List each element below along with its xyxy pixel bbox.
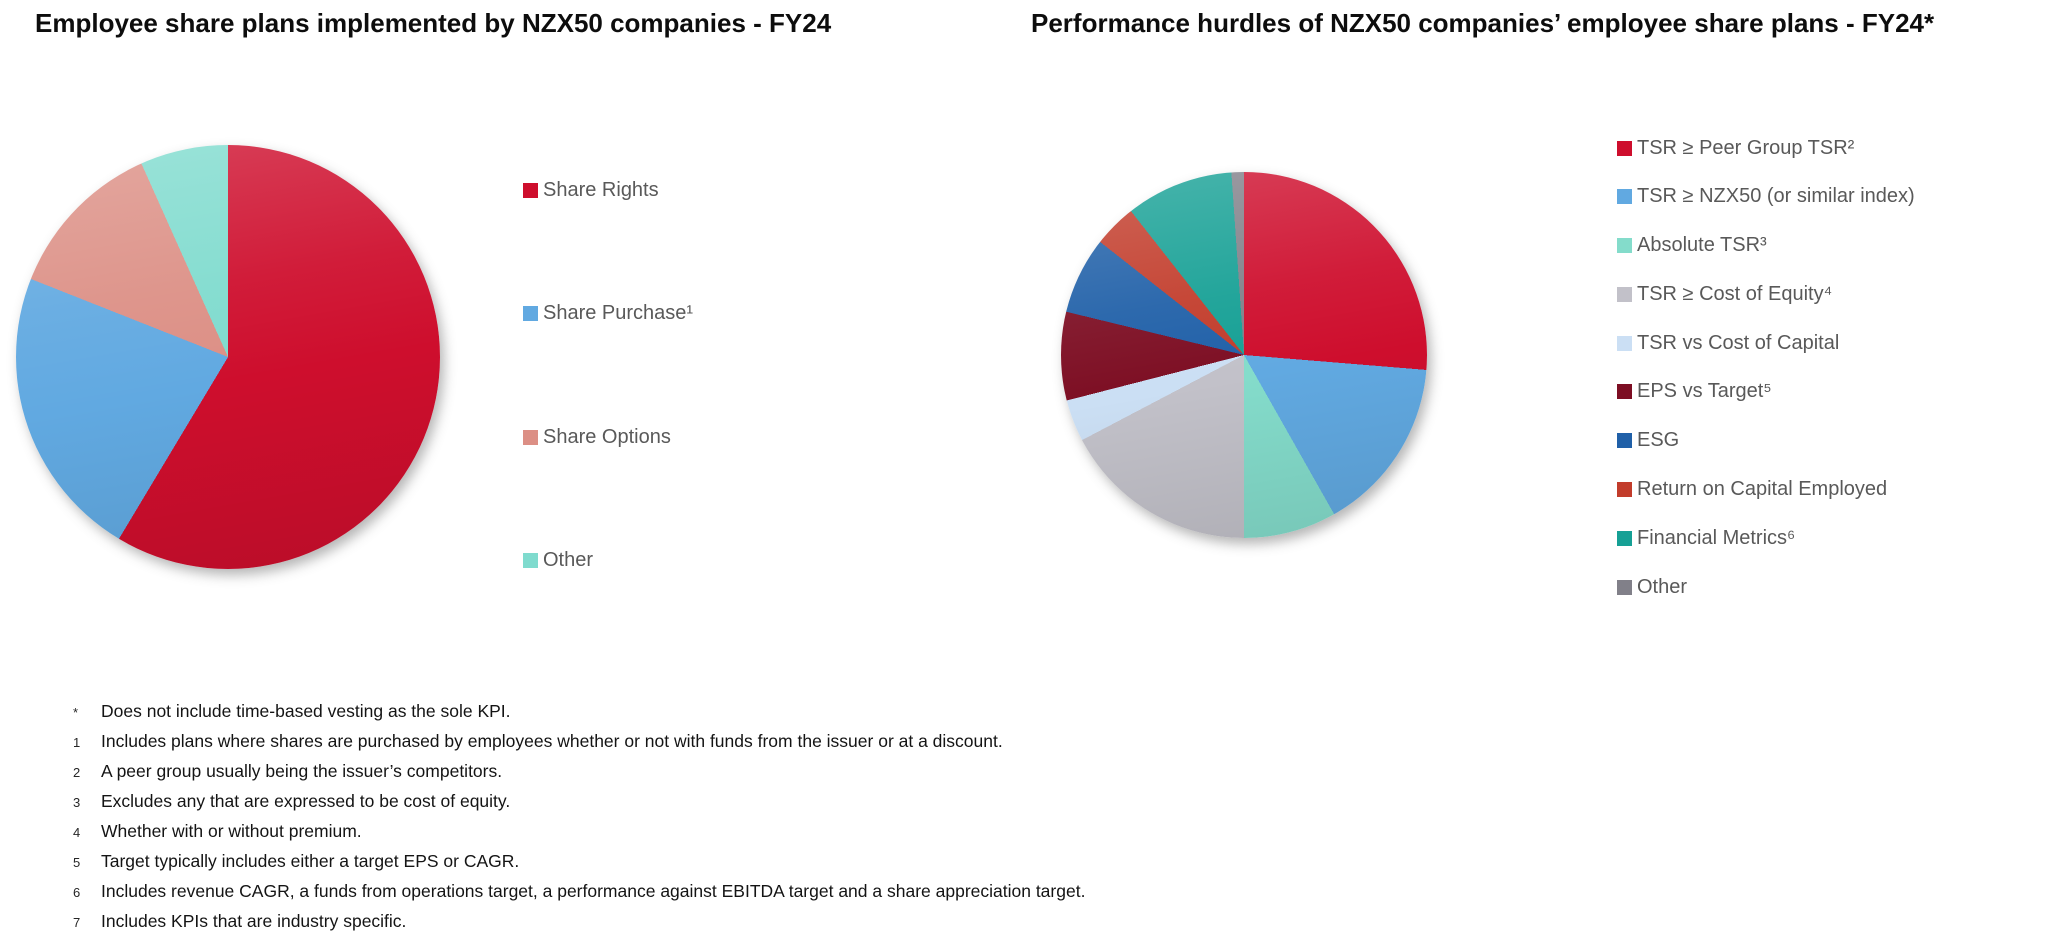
right-chart-legend: TSR ≥ Peer Group TSR² TSR ≥ NZX50 (or sim…	[1617, 137, 1915, 598]
legend-item-label: TSR ≥ Peer Group TSR²	[1637, 136, 1855, 159]
footnote-row: 4 Whether with or without premium.	[73, 816, 1085, 846]
legend-item: Return on Capital Employed	[1617, 478, 1915, 501]
employee-share-plans-pie-chart	[16, 145, 440, 569]
legend-item: Absolute TSR³	[1617, 234, 1915, 257]
footnote-marker: 4	[73, 825, 81, 840]
legend-swatch-icon	[1617, 189, 1632, 205]
legend-swatch-icon	[1617, 530, 1632, 546]
footnote-text: Includes plans where shares are purchase…	[101, 731, 1003, 751]
footnote-row: 6 Includes revenue CAGR, a funds from ope…	[73, 876, 1085, 906]
left-chart-legend: Share Rights Share Purchase¹ Share Options…	[523, 179, 693, 572]
footnote-marker: 2	[73, 765, 81, 780]
legend-swatch-icon	[1617, 579, 1632, 595]
legend-item: Other	[1617, 576, 1915, 598]
legend-item-label: TSR ≥ NZX50 (or similar index)	[1637, 185, 1915, 208]
legend-swatch-icon	[1617, 140, 1632, 156]
legend-item-label: Absolute TSR³	[1637, 234, 1767, 257]
legend-item: TSR ≥ Cost of Equity⁴	[1617, 283, 1915, 305]
footnote-row: 2 A peer group usually being the issuer’s…	[73, 756, 1085, 786]
footnote-row: 5 Target typically includes either a targ…	[73, 846, 1085, 876]
legend-item: Financial Metrics⁶	[1617, 527, 1915, 549]
legend-swatch-icon	[523, 553, 538, 568]
legend-swatch-icon	[523, 306, 538, 321]
legend-swatch-icon	[1617, 482, 1632, 498]
legend-item-label: TSR ≥ Cost of Equity⁴	[1637, 282, 1833, 305]
legend-item-label: Return on Capital Employed	[1637, 478, 1888, 501]
legend-item-label: Other	[543, 549, 594, 571]
footnote-marker: *	[73, 705, 79, 720]
legend-item-label: Share Options	[543, 425, 671, 448]
footnote-text: A peer group usually being the issuer’s …	[101, 761, 503, 781]
legend-swatch-icon	[1617, 335, 1632, 351]
legend-item-label: Share Rights	[543, 178, 659, 201]
legend-swatch-icon	[1617, 286, 1632, 302]
legend-swatch-icon	[523, 429, 538, 445]
footnote-text: Target typically includes either a targe…	[101, 851, 520, 871]
left-chart-title: Employee share plans implemented by NZX5…	[35, 8, 832, 38]
legend-item-label: EPS vs Target⁵	[1637, 380, 1772, 403]
footnote-text: Does not include time-based vesting as t…	[101, 701, 511, 721]
footnote-row: 7 Includes KPIs that are industry specifi…	[73, 906, 1085, 934]
legend-item: TSR vs Cost of Capital	[1617, 332, 1915, 354]
footnotes-list: * Does not include time-based vesting as …	[73, 696, 1085, 934]
legend-item-label: Share Purchase¹	[543, 302, 694, 324]
legend-swatch-icon	[523, 182, 538, 198]
footnote-marker: 6	[73, 885, 81, 900]
legend-swatch-icon	[1617, 384, 1632, 400]
footnote-marker: 7	[73, 915, 81, 930]
legend-item-label: ESG	[1637, 429, 1680, 452]
footnote-row: * Does not include time-based vesting as …	[73, 696, 1085, 726]
legend-item: TSR ≥ Peer Group TSR²	[1617, 137, 1915, 159]
footnote-text: Whether with or without premium.	[101, 821, 362, 841]
legend-item: Other	[523, 549, 693, 572]
legend-item: EPS vs Target⁵	[1617, 380, 1915, 403]
legend-item: Share Options	[523, 426, 693, 448]
footnote-text: Includes KPIs that are industry specific…	[101, 911, 407, 931]
footnote-row: 1 Includes plans where shares are purchas…	[73, 726, 1085, 756]
performance-hurdles-pie-chart	[1061, 172, 1427, 538]
footnote-marker: 3	[73, 795, 81, 810]
legend-item: Share Purchase¹	[523, 302, 694, 325]
footnote-marker: 1	[73, 735, 81, 750]
footnote-row: 3 Excludes any that are expressed to be c…	[73, 786, 1085, 816]
footnote-text: Includes revenue CAGR, a funds from oper…	[101, 881, 1086, 901]
right-chart-title: Performance hurdles of NZX50 companies’ …	[1031, 8, 1935, 38]
footnote-marker: 5	[73, 855, 81, 870]
legend-swatch-icon	[1617, 238, 1632, 254]
legend-item-label: TSR vs Cost of Capital	[1637, 331, 1840, 354]
footnote-text: Excludes any that are expressed to be co…	[101, 791, 511, 811]
legend-swatch-icon	[1617, 433, 1632, 449]
legend-item-label: Financial Metrics⁶	[1637, 526, 1796, 549]
legend-item: ESG	[1617, 429, 1915, 452]
legend-item: TSR ≥ NZX50 (or similar index)	[1617, 185, 1915, 208]
legend-item: Share Rights	[523, 179, 693, 201]
legend-item-label: Other	[1637, 575, 1688, 598]
